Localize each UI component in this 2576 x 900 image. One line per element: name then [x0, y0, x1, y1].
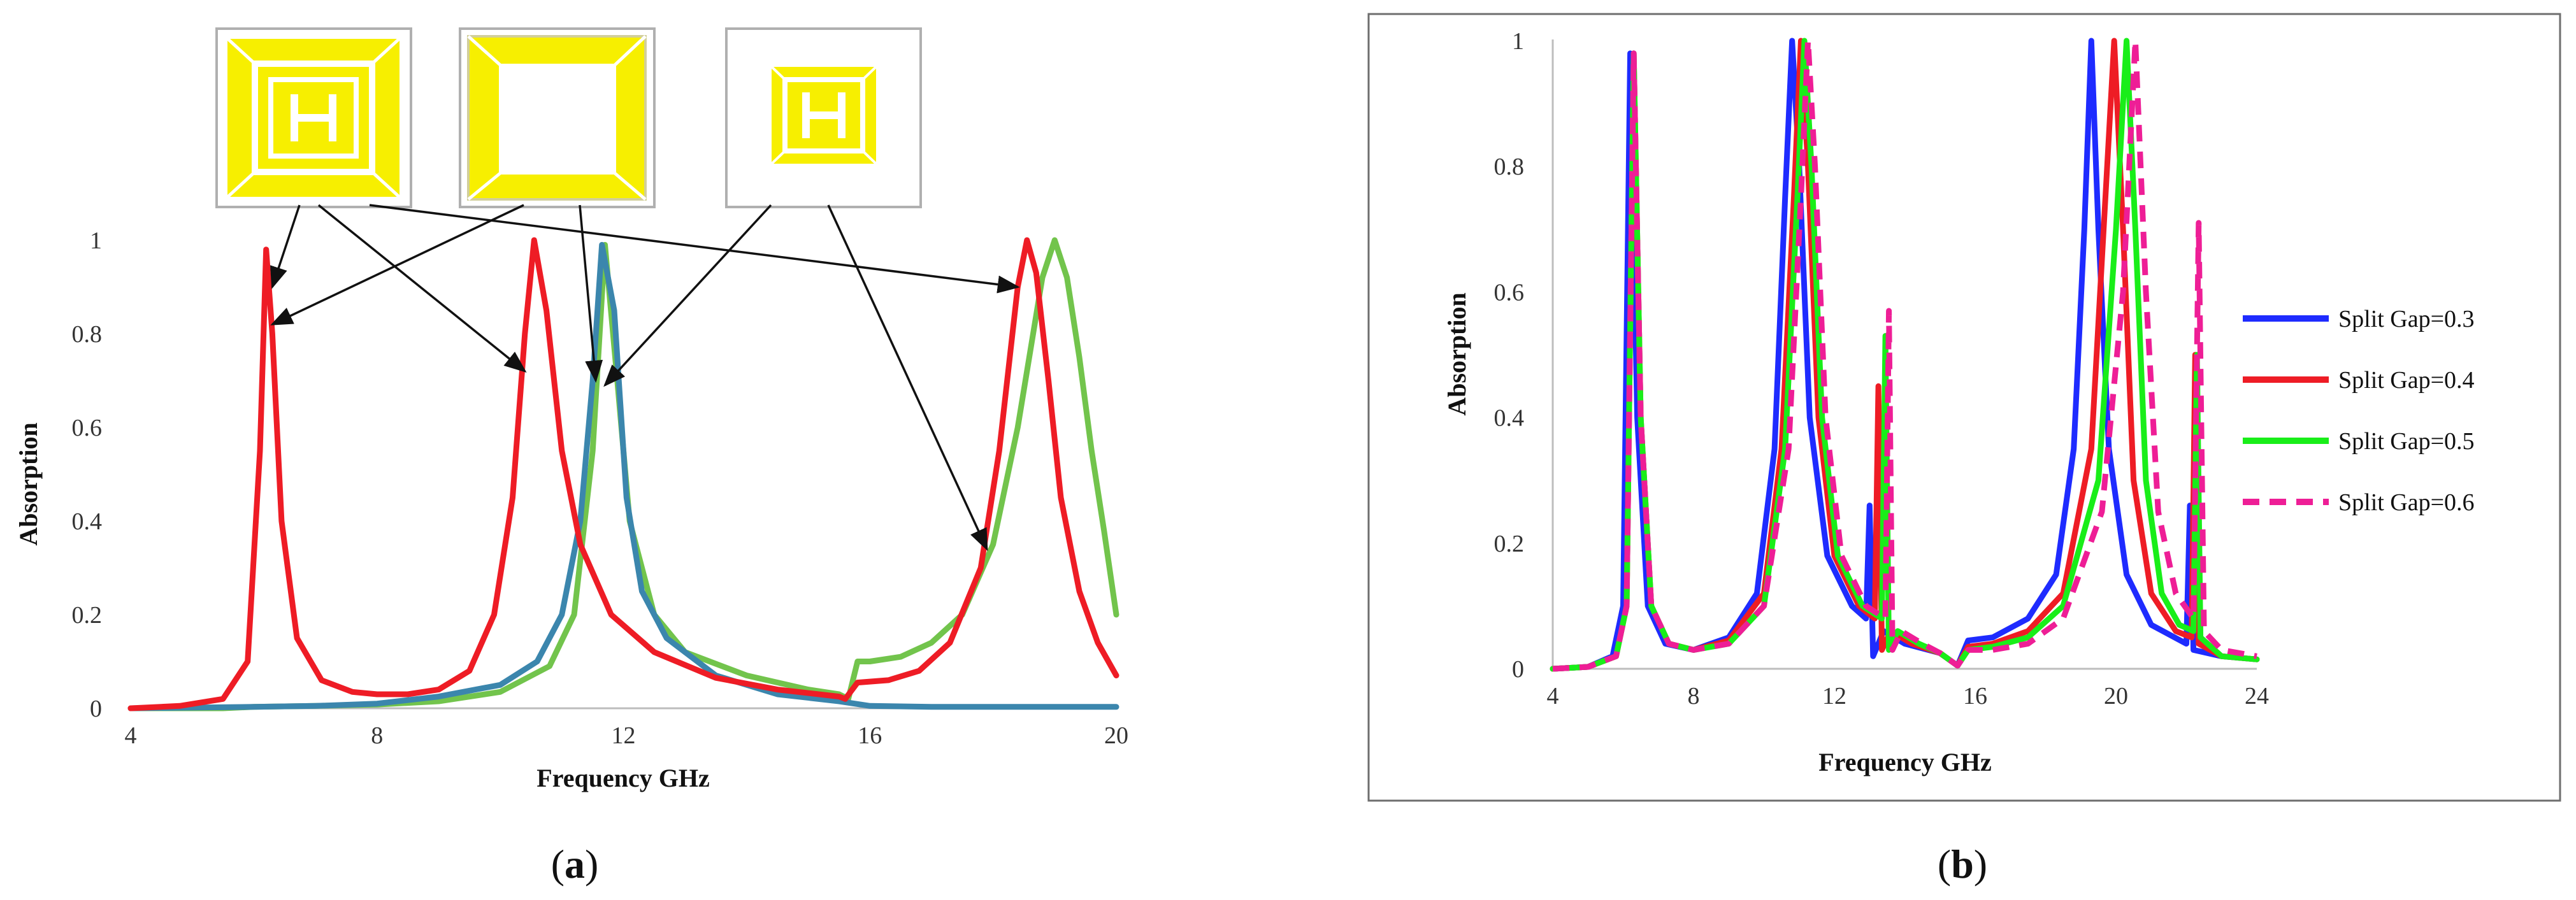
legend-label: Split Gap=0.4 [2338, 367, 2475, 394]
y-tick-label-a: 0.6 [72, 415, 103, 441]
legend-label: Split Gap=0.6 [2338, 489, 2475, 516]
x-axis-title-a: Frequency GHz [536, 764, 709, 792]
x-tick-label-b: 12 [1822, 683, 1846, 710]
series-line-a-1 [127, 241, 1119, 711]
y-tick-label-b: 0.2 [1494, 531, 1525, 557]
panel-caption-a: (a) [551, 841, 599, 887]
x-tick-label-a: 4 [125, 722, 137, 749]
annotation-arrow [317, 204, 527, 373]
annotation-arrow [270, 204, 524, 325]
y-axis-title-b: Absorption [1443, 292, 1471, 415]
y-tick-label-b: 1 [1512, 28, 1524, 55]
y-tick-label-a: 0.8 [72, 321, 103, 348]
x-tick-label-b: 8 [1688, 683, 1700, 710]
inner-h-resonator-icon [725, 27, 922, 208]
annotation-arrow [579, 204, 603, 383]
annotation-arrow [827, 204, 988, 552]
y-tick-label-a: 1 [90, 227, 102, 254]
panel-b: 00.20.40.60.81 4 8 12 16 20 24 Frequency GHz … [1367, 13, 2561, 887]
outer-square-ring-icon [459, 27, 656, 208]
legend-b: Split Gap=0.3 Split Gap=0.4 Split Gap=0.5 S… [2243, 306, 2475, 516]
series-line-b-3 [1552, 38, 2257, 672]
y-tick-label-a: 0 [90, 696, 102, 722]
annotation-arrow [603, 204, 772, 387]
y-tick-label-b: 0.6 [1494, 279, 1525, 306]
legend-label: Split Gap=0.5 [2338, 428, 2475, 455]
x-tick-label-b: 20 [2104, 683, 2128, 710]
y-tick-label-a: 0.4 [72, 508, 103, 535]
y-tick-label-b: 0.8 [1494, 154, 1525, 180]
x-tick-label-b: 24 [2245, 683, 2269, 710]
x-tick-label-a: 12 [612, 722, 636, 749]
series-line-b-0 [1550, 38, 2260, 672]
panel-caption-b: (b) [1938, 841, 1987, 887]
y-tick-label-a: 0.2 [72, 602, 103, 629]
x-tick-label-a: 20 [1104, 722, 1128, 749]
y-tick-label-b: 0 [1512, 656, 1524, 683]
x-tick-label-a: 8 [371, 722, 383, 749]
x-axis-title-b: Frequency GHz [1818, 748, 1991, 776]
x-tick-label-b: 16 [1963, 683, 1987, 710]
annotation-arrow [270, 204, 301, 289]
x-tick-label-b: 4 [1547, 683, 1559, 710]
series-line-b-2 [1550, 38, 2260, 672]
panel-a: 0 0.2 0.4 0.6 0.8 1 4 8 12 16 20 Frequency GHz Ab… [14, 27, 1128, 887]
legend-label: Split Gap=0.3 [2338, 306, 2475, 332]
y-tick-label-b: 0.4 [1494, 405, 1525, 432]
combined-unit-cell-icon [215, 27, 412, 208]
series-line-a-0 [127, 237, 1119, 711]
x-tick-label-a: 16 [858, 722, 882, 749]
annotation-arrow [369, 204, 1020, 294]
y-axis-title-a: Absorption [14, 422, 43, 545]
